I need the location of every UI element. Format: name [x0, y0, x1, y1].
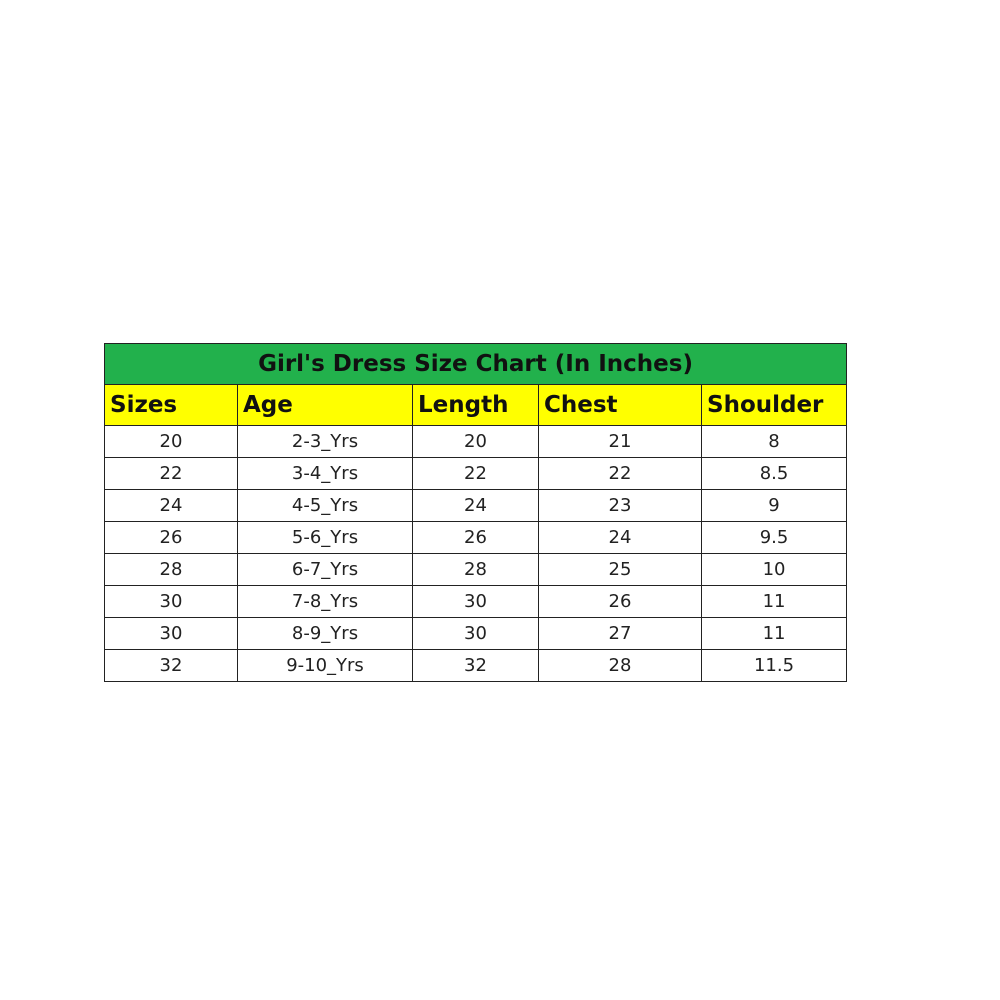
cell-length: 32 [412, 649, 539, 682]
column-header-shoulder: Shoulder [700, 384, 848, 426]
cell-length: 20 [412, 425, 539, 458]
cell-length: 28 [412, 553, 539, 586]
cell-age: 8-9_Yrs [237, 617, 413, 650]
table-row: 30 7-8_Yrs 30 26 11 [104, 585, 848, 618]
cell-shoulder: 9.5 [700, 521, 848, 554]
cell-length: 30 [412, 585, 539, 618]
table-row: 30 8-9_Yrs 30 27 11 [104, 617, 848, 650]
cell-sizes: 30 [104, 617, 238, 650]
cell-age: 7-8_Yrs [237, 585, 413, 618]
cell-chest: 25 [538, 553, 702, 586]
table-row: 26 5-6_Yrs 26 24 9.5 [104, 521, 848, 554]
table-row: 28 6-7_Yrs 28 25 10 [104, 553, 848, 586]
cell-shoulder: 9 [700, 489, 848, 522]
cell-chest: 27 [538, 617, 702, 650]
cell-sizes: 24 [104, 489, 238, 522]
column-header-age: Age [237, 384, 413, 426]
cell-shoulder: 8.5 [700, 457, 848, 490]
cell-chest: 28 [538, 649, 702, 682]
cell-length: 30 [412, 617, 539, 650]
cell-chest: 21 [538, 425, 702, 458]
cell-sizes: 26 [104, 521, 238, 554]
cell-age: 6-7_Yrs [237, 553, 413, 586]
cell-sizes: 32 [104, 649, 238, 682]
cell-age: 3-4_Yrs [237, 457, 413, 490]
table-row: 20 2-3_Yrs 20 21 8 [104, 425, 848, 458]
cell-length: 26 [412, 521, 539, 554]
cell-chest: 24 [538, 521, 702, 554]
header-row: Sizes Age Length Chest Shoulder [104, 384, 848, 426]
cell-age: 2-3_Yrs [237, 425, 413, 458]
cell-chest: 22 [538, 457, 702, 490]
cell-shoulder: 11.5 [700, 649, 848, 682]
cell-sizes: 22 [104, 457, 238, 490]
cell-age: 4-5_Yrs [237, 489, 413, 522]
cell-sizes: 28 [104, 553, 238, 586]
cell-shoulder: 11 [700, 585, 848, 618]
table-row: 22 3-4_Yrs 22 22 8.5 [104, 457, 848, 490]
cell-shoulder: 10 [700, 553, 848, 586]
cell-shoulder: 11 [700, 617, 848, 650]
size-chart-table: Girl's Dress Size Chart (In Inches) Size… [103, 343, 848, 682]
cell-chest: 26 [538, 585, 702, 618]
cell-length: 22 [412, 457, 539, 490]
cell-age: 5-6_Yrs [237, 521, 413, 554]
column-header-sizes: Sizes [104, 384, 238, 426]
table-title: Girl's Dress Size Chart (In Inches) [103, 343, 848, 385]
cell-sizes: 20 [104, 425, 238, 458]
table-row: 32 9-10_Yrs 32 28 11.5 [104, 649, 848, 682]
cell-shoulder: 8 [700, 425, 848, 458]
column-header-length: Length [412, 384, 539, 426]
column-header-chest: Chest [538, 384, 702, 426]
cell-age: 9-10_Yrs [237, 649, 413, 682]
table-row: 24 4-5_Yrs 24 23 9 [104, 489, 848, 522]
cell-sizes: 30 [104, 585, 238, 618]
cell-length: 24 [412, 489, 539, 522]
cell-chest: 23 [538, 489, 702, 522]
